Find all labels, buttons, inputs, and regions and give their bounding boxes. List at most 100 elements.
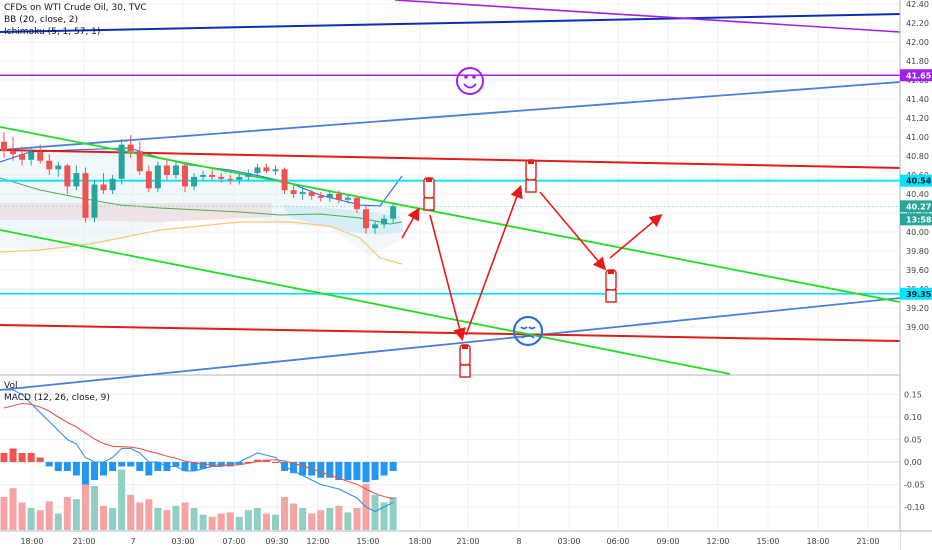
volume-bar bbox=[63, 497, 71, 530]
macd-histogram-bar bbox=[81, 462, 89, 485]
volume-bar bbox=[9, 488, 17, 530]
candle-body bbox=[272, 169, 279, 172]
candle-body bbox=[163, 165, 170, 175]
volume-bar bbox=[163, 510, 171, 530]
candle-body bbox=[254, 167, 261, 174]
macd-histogram-bar bbox=[91, 462, 98, 480]
candle-body bbox=[191, 176, 198, 187]
candle-body bbox=[91, 184, 98, 218]
candle-body bbox=[363, 209, 369, 229]
projection-arrow bbox=[465, 184, 523, 336]
macd-histogram-bar bbox=[172, 462, 180, 467]
candle-body bbox=[353, 197, 360, 210]
hand-cuff bbox=[608, 270, 614, 274]
macd-histogram-bar bbox=[36, 457, 44, 462]
time-tick-label: 07:00 bbox=[222, 537, 245, 546]
hand-pointer-icon bbox=[525, 159, 537, 193]
macd-histogram-bar bbox=[9, 448, 17, 462]
candle-body bbox=[136, 151, 143, 172]
macd-tick-label: 0.00 bbox=[904, 458, 922, 467]
macd-histogram-bar bbox=[235, 462, 243, 465]
volume-bar bbox=[253, 508, 261, 530]
candle-body bbox=[1, 141, 7, 152]
price-tick-label: 41.40 bbox=[906, 95, 929, 104]
candle-body bbox=[245, 173, 252, 177]
hand-cuff bbox=[528, 160, 534, 164]
volume-bar bbox=[199, 514, 207, 530]
smiley-mouth bbox=[463, 83, 477, 89]
macd-histogram-bar bbox=[127, 462, 135, 467]
macd-histogram-bar bbox=[45, 462, 53, 467]
volume-bar bbox=[326, 508, 334, 530]
volume-bar bbox=[181, 502, 189, 530]
macd-histogram-bar bbox=[190, 462, 198, 471]
volume-bar bbox=[109, 508, 117, 530]
candle-body bbox=[182, 165, 188, 187]
volume-bar bbox=[290, 503, 298, 530]
volume-bar bbox=[299, 508, 307, 530]
vol-label[interactable]: Vol bbox=[4, 381, 18, 391]
macd-histogram-bar bbox=[362, 462, 370, 483]
macd-histogram-bar bbox=[181, 462, 189, 471]
macd-label[interactable]: MACD (12, 26, close, 9) bbox=[4, 393, 110, 403]
candle-body bbox=[200, 175, 207, 177]
time-tick-label: 18:00 bbox=[20, 537, 43, 546]
macd-histogram-bar bbox=[389, 462, 397, 471]
volume-bar bbox=[317, 510, 325, 530]
macd-tick-label: 0.10 bbox=[904, 413, 922, 422]
time-tick-label: 12:00 bbox=[306, 537, 329, 546]
macd-line bbox=[4, 389, 394, 513]
candle-body bbox=[73, 173, 80, 187]
macd-histogram-bar bbox=[145, 462, 153, 476]
macd-histogram-bar bbox=[199, 462, 207, 469]
candle-body bbox=[109, 178, 116, 191]
time-tick-label: 03:00 bbox=[557, 537, 580, 546]
indicator-bb-label[interactable]: BB (20, close, 2) bbox=[4, 15, 79, 25]
kijun-line bbox=[0, 221, 403, 265]
candle-body bbox=[381, 218, 388, 225]
candle-body bbox=[28, 152, 35, 160]
trendline-red-lower bbox=[0, 324, 901, 342]
smiley-eye bbox=[472, 75, 476, 79]
price-tick-label: 39.20 bbox=[906, 304, 929, 313]
volume-bar bbox=[217, 513, 225, 530]
price-tag-label: 13:58 bbox=[906, 215, 932, 224]
time-tick-label: 15:00 bbox=[356, 537, 379, 546]
volume-bar bbox=[118, 469, 126, 530]
price-tag-label: 41.65 bbox=[906, 71, 932, 80]
macd-histogram-bar bbox=[317, 462, 325, 478]
price-tick-label: 40.80 bbox=[906, 152, 929, 161]
price-tick-label: 40.00 bbox=[906, 228, 929, 237]
price-tag bbox=[900, 69, 932, 82]
time-axis bbox=[0, 531, 900, 550]
candle-body bbox=[127, 144, 134, 152]
indicator-ichimoku-label[interactable]: Ichimoku (5, 1, 57, 1) bbox=[4, 27, 101, 37]
macd-histogram-bar bbox=[290, 462, 298, 474]
price-tick-label: 39.60 bbox=[906, 266, 929, 275]
volume-bar bbox=[371, 494, 379, 530]
candle-body bbox=[390, 206, 397, 219]
macd-tick-label: -0.10 bbox=[904, 503, 925, 512]
macd-histogram-bar bbox=[72, 462, 80, 476]
bb-upper-line bbox=[0, 147, 403, 207]
hand-pointer-icon bbox=[605, 269, 617, 303]
price-axis bbox=[900, 0, 932, 550]
candle-body bbox=[317, 195, 324, 198]
macd-histogram-bar bbox=[100, 462, 108, 476]
time-tick-label: 12:00 bbox=[706, 537, 729, 546]
macd-histogram-bar bbox=[344, 462, 352, 480]
volume-bar bbox=[100, 505, 108, 530]
price-tag bbox=[900, 213, 932, 226]
smiley-eye bbox=[464, 75, 468, 79]
projection-arrow bbox=[609, 213, 663, 259]
macd-histogram-bar bbox=[27, 453, 35, 462]
hand-cuff bbox=[462, 345, 468, 349]
candle-body bbox=[263, 167, 270, 172]
hand-pointer-icon bbox=[423, 177, 435, 211]
projection-arrow bbox=[429, 214, 466, 342]
price-tick-label: 41.20 bbox=[906, 114, 929, 123]
candle-body bbox=[10, 151, 17, 155]
macd-histogram-bar bbox=[63, 462, 71, 471]
